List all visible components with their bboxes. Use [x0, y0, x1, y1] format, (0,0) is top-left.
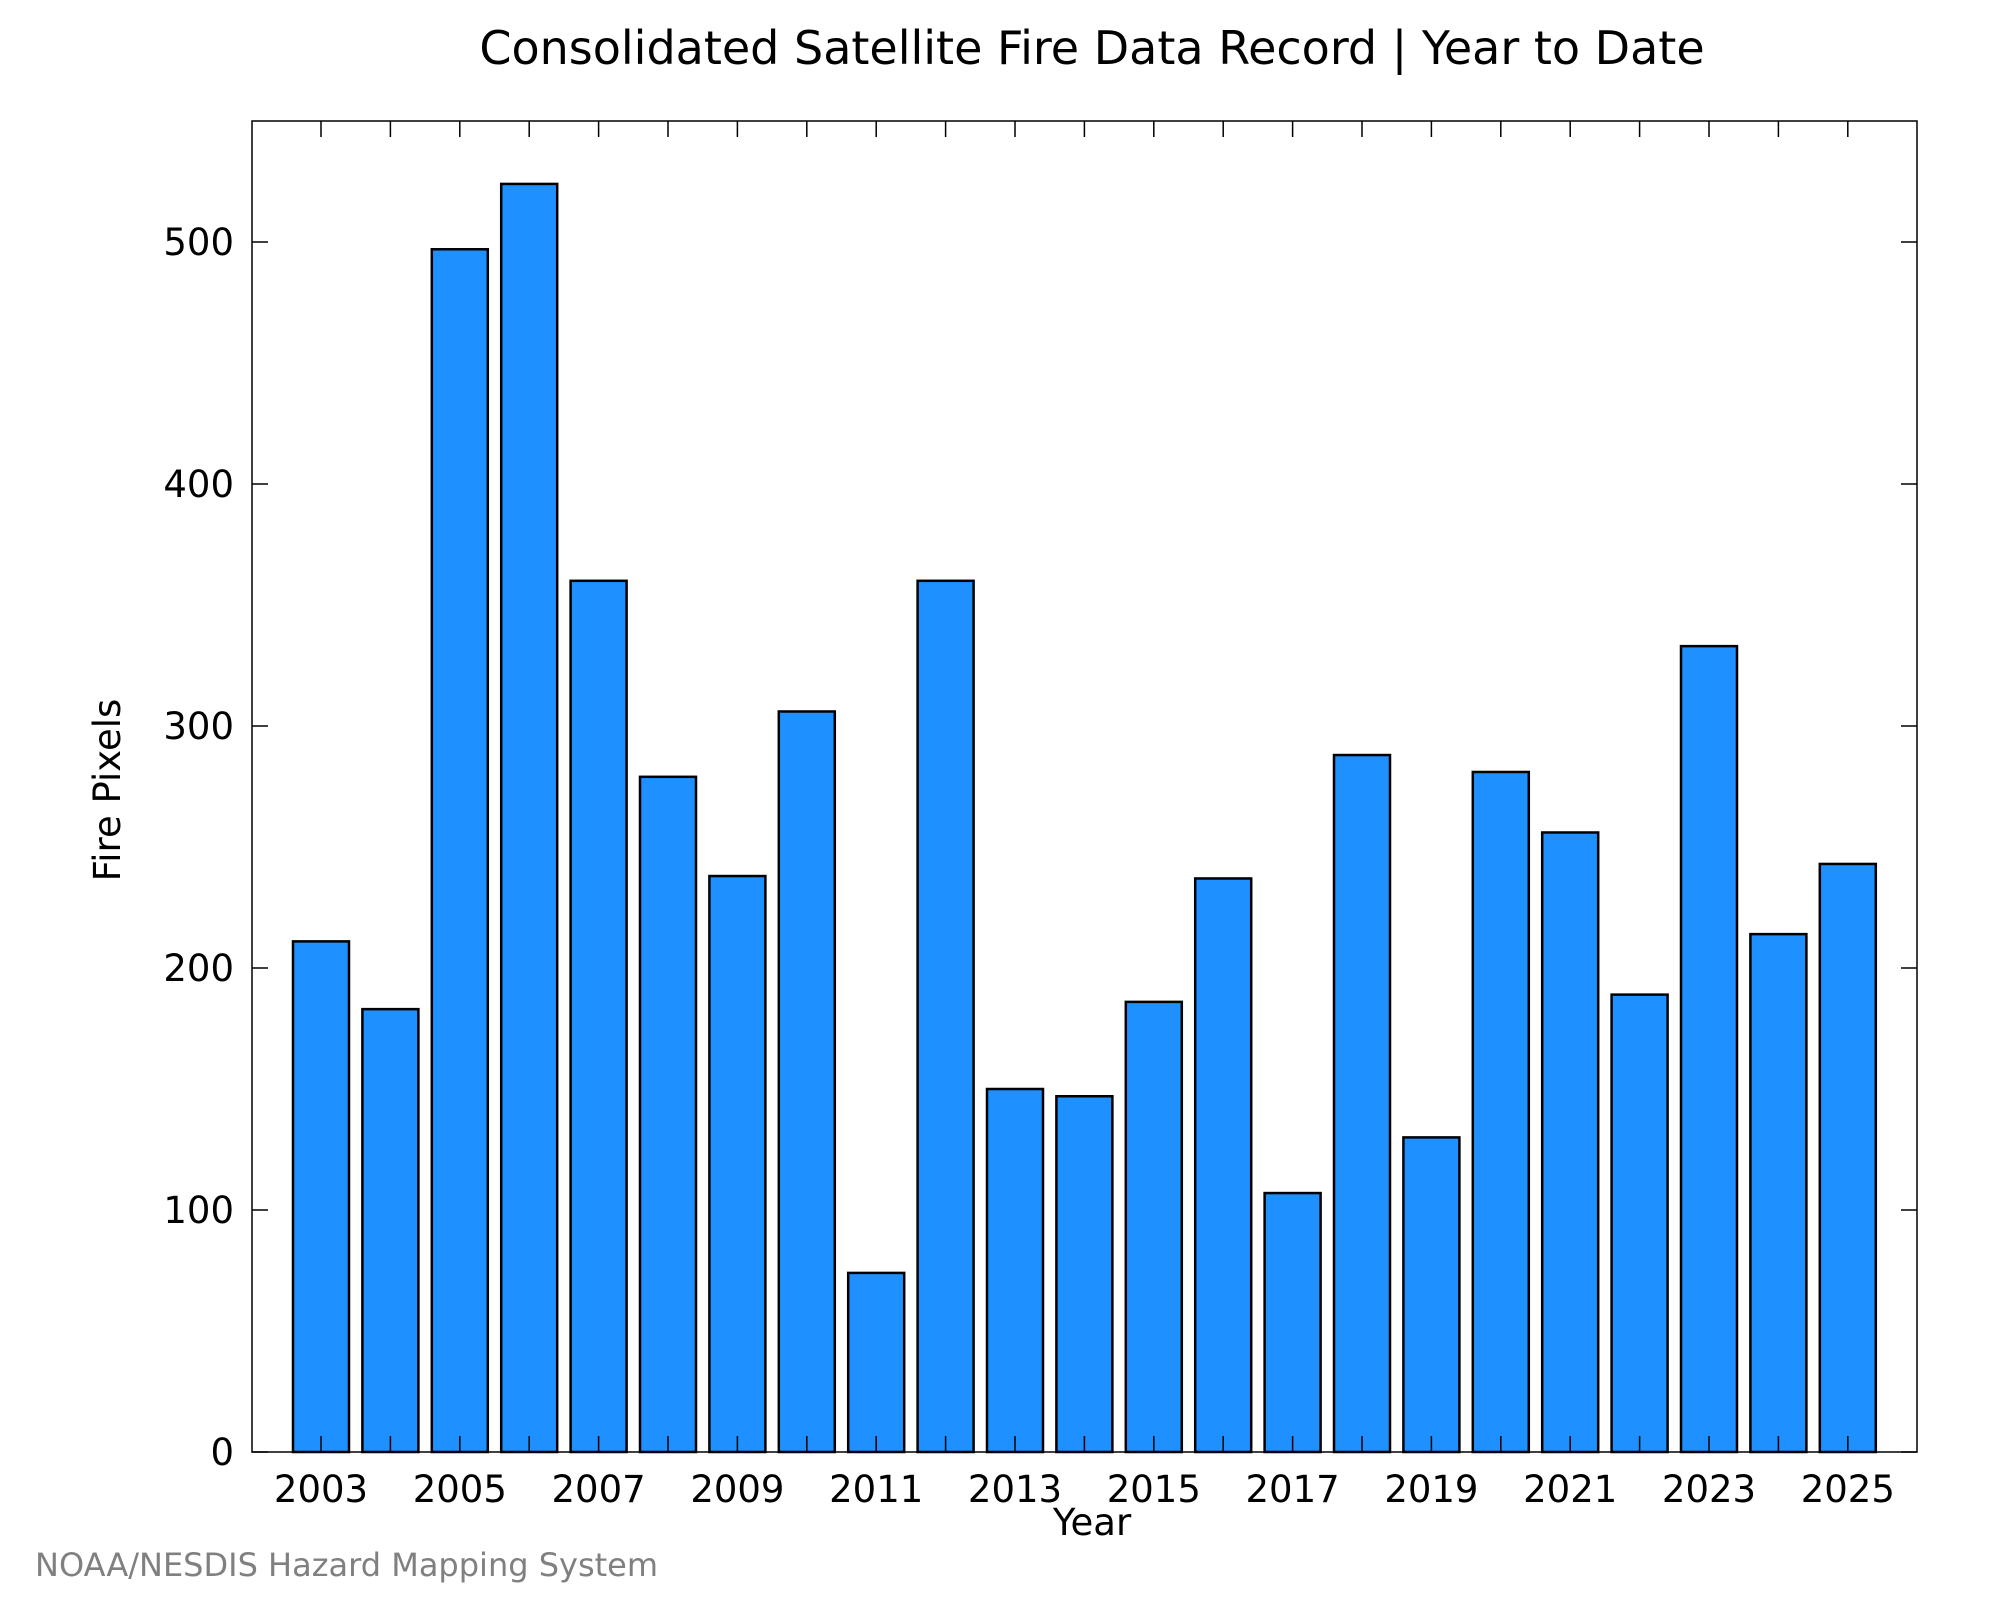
x-tick-label-2023: 2023	[1662, 1468, 1756, 1511]
y-tick-label: 100	[163, 1189, 234, 1232]
bar-2008	[638, 775, 698, 1454]
x-tick-label-2019: 2019	[1384, 1468, 1478, 1511]
x-tick-label-2017: 2017	[1246, 1468, 1340, 1511]
y-tick-label: 0	[210, 1431, 234, 1474]
bar-2016	[1193, 877, 1253, 1454]
y-tick-label: 500	[163, 221, 234, 264]
bar-2009	[708, 874, 767, 1454]
x-tick-label-2013: 2013	[968, 1468, 1062, 1511]
x-tick-label-2011: 2011	[829, 1468, 923, 1511]
bar-2015	[1124, 1000, 1184, 1454]
bar-2011	[846, 1271, 906, 1454]
bar-2004	[361, 1007, 420, 1454]
x-tick-label-2015: 2015	[1107, 1468, 1201, 1511]
bar-2017	[1263, 1191, 1322, 1454]
bar-2005	[430, 248, 490, 1454]
x-tick-label-2005: 2005	[413, 1468, 507, 1511]
bar-2022	[1610, 993, 1669, 1454]
bar-2024	[1749, 932, 1808, 1454]
bar-2019	[1402, 1136, 1461, 1454]
y-tick-label: 400	[163, 463, 234, 506]
bar-2010	[777, 710, 837, 1454]
bar-2006	[499, 182, 559, 1454]
x-tick-label-2025: 2025	[1801, 1468, 1895, 1511]
bar-2023	[1679, 644, 1739, 1454]
y-tick-label: 200	[163, 947, 234, 990]
bar-2020	[1471, 770, 1531, 1454]
bar-2013	[985, 1087, 1045, 1454]
bar-2018	[1332, 753, 1392, 1454]
bar-2021	[1540, 831, 1600, 1454]
x-tick-label-2007: 2007	[552, 1468, 646, 1511]
footer-source: NOAA/NESDIS Hazard Mapping System	[35, 1546, 658, 1584]
bar-2003	[291, 940, 351, 1454]
x-tick-label-2009: 2009	[690, 1468, 784, 1511]
y-tick-label: 300	[163, 705, 234, 748]
bar-2014	[1055, 1095, 1114, 1454]
x-axis-label: Year	[1052, 1501, 1132, 1544]
x-tick-label-2021: 2021	[1523, 1468, 1617, 1511]
bars-layer	[291, 182, 1878, 1454]
bar-2007	[569, 579, 628, 1454]
bar-2012	[916, 579, 975, 1454]
y-axis-label: Fire Pixels	[86, 699, 129, 882]
x-tick-label-2003: 2003	[274, 1468, 368, 1511]
axes-layer: 0 100 200 300 400 500 2003 2005 2007 2009 2011 2013…	[163, 120, 1918, 1511]
bar-2025	[1818, 862, 1878, 1454]
chart-title: Consolidated Satellite Fire Data Record …	[479, 21, 1704, 76]
